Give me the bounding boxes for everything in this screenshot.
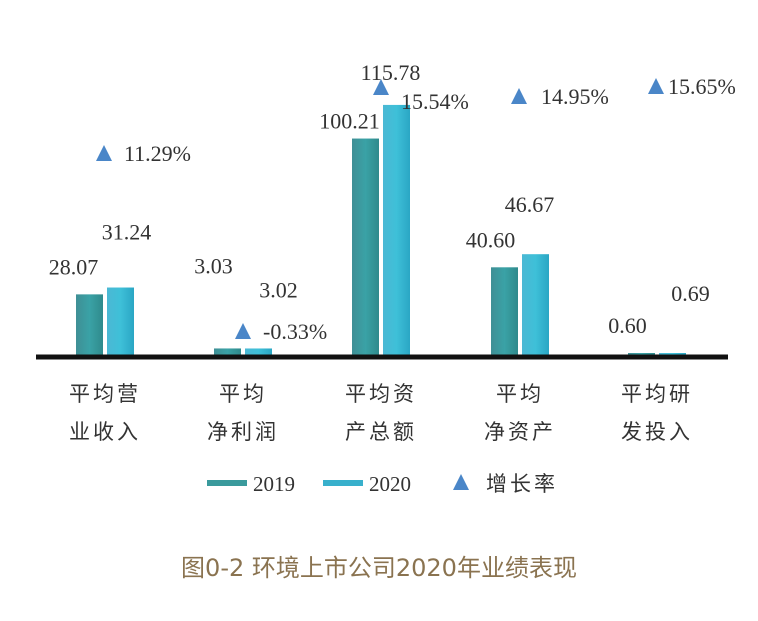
- category-label-4-line-1: 平均: [496, 382, 544, 406]
- bar-2019-5: [628, 353, 655, 355]
- legend-label-growth: 增长率: [486, 472, 558, 496]
- data-label-2020-3: 115.78: [361, 60, 421, 85]
- bar-2020-1: [107, 287, 134, 355]
- legend-label-2020: 2020: [369, 472, 411, 496]
- data-label-2019-2: 3.03: [194, 253, 233, 278]
- data-label-2019-4: 40.60: [466, 227, 516, 252]
- bar-2020-3: [383, 104, 410, 356]
- category-label-2-line-1: 平均: [219, 382, 267, 406]
- bar-2019-1: [76, 294, 103, 355]
- category-label-4-line-2: 净资产: [484, 420, 556, 444]
- data-label-2020-4: 46.67: [505, 192, 555, 217]
- growth-marker-4: [511, 88, 527, 104]
- legend-marker-growth: [453, 474, 469, 490]
- data-label-2020-2: 3.02: [259, 277, 298, 302]
- category-label-1-line-2: 业收入: [69, 420, 141, 444]
- bar-2019-4: [491, 267, 518, 355]
- figure-caption: 图0-2 环境上市公司2020年业绩表现: [181, 554, 577, 582]
- legend-label-2019: 2019: [253, 472, 295, 496]
- category-label-3-line-1: 平均资: [345, 382, 417, 406]
- category-label-5-line-1: 平均研: [621, 382, 693, 406]
- legend: 2019 2020 增长率: [207, 472, 558, 496]
- data-label-2019-5: 0.60: [608, 313, 647, 338]
- legend-swatch-2020: [323, 480, 363, 486]
- data-label-2020-1: 31.24: [102, 220, 152, 245]
- growth-label-3: 15.54%: [401, 89, 469, 114]
- category-label-3-line-2: 产总额: [345, 420, 417, 444]
- legend-swatch-2019: [207, 480, 247, 486]
- data-label-2020-5: 0.69: [671, 281, 710, 306]
- growth-label-2: -0.33%: [263, 319, 327, 344]
- bar-2019-2: [214, 348, 241, 355]
- growth-label-4: 14.95%: [541, 84, 609, 109]
- bar-2019-3: [352, 138, 379, 355]
- data-label-2019-3: 100.21: [319, 109, 380, 134]
- growth-marker-1: [96, 145, 112, 161]
- category-label-5-line-2: 发投入: [621, 420, 693, 444]
- bar-2020-4: [522, 254, 549, 355]
- growth-marker-3: [373, 79, 389, 95]
- category-label-2-line-2: 净利润: [207, 420, 279, 444]
- data-label-2019-1: 28.07: [49, 254, 99, 279]
- bar-2020-5: [659, 353, 686, 355]
- growth-label-5: 15.65%: [668, 74, 736, 99]
- category-label-1-line-1: 平均营: [69, 382, 141, 406]
- growth-label-1: 11.29%: [124, 141, 191, 166]
- bar-2020-2: [245, 348, 272, 355]
- growth-marker-5: [648, 78, 664, 94]
- growth-marker-2: [235, 323, 251, 339]
